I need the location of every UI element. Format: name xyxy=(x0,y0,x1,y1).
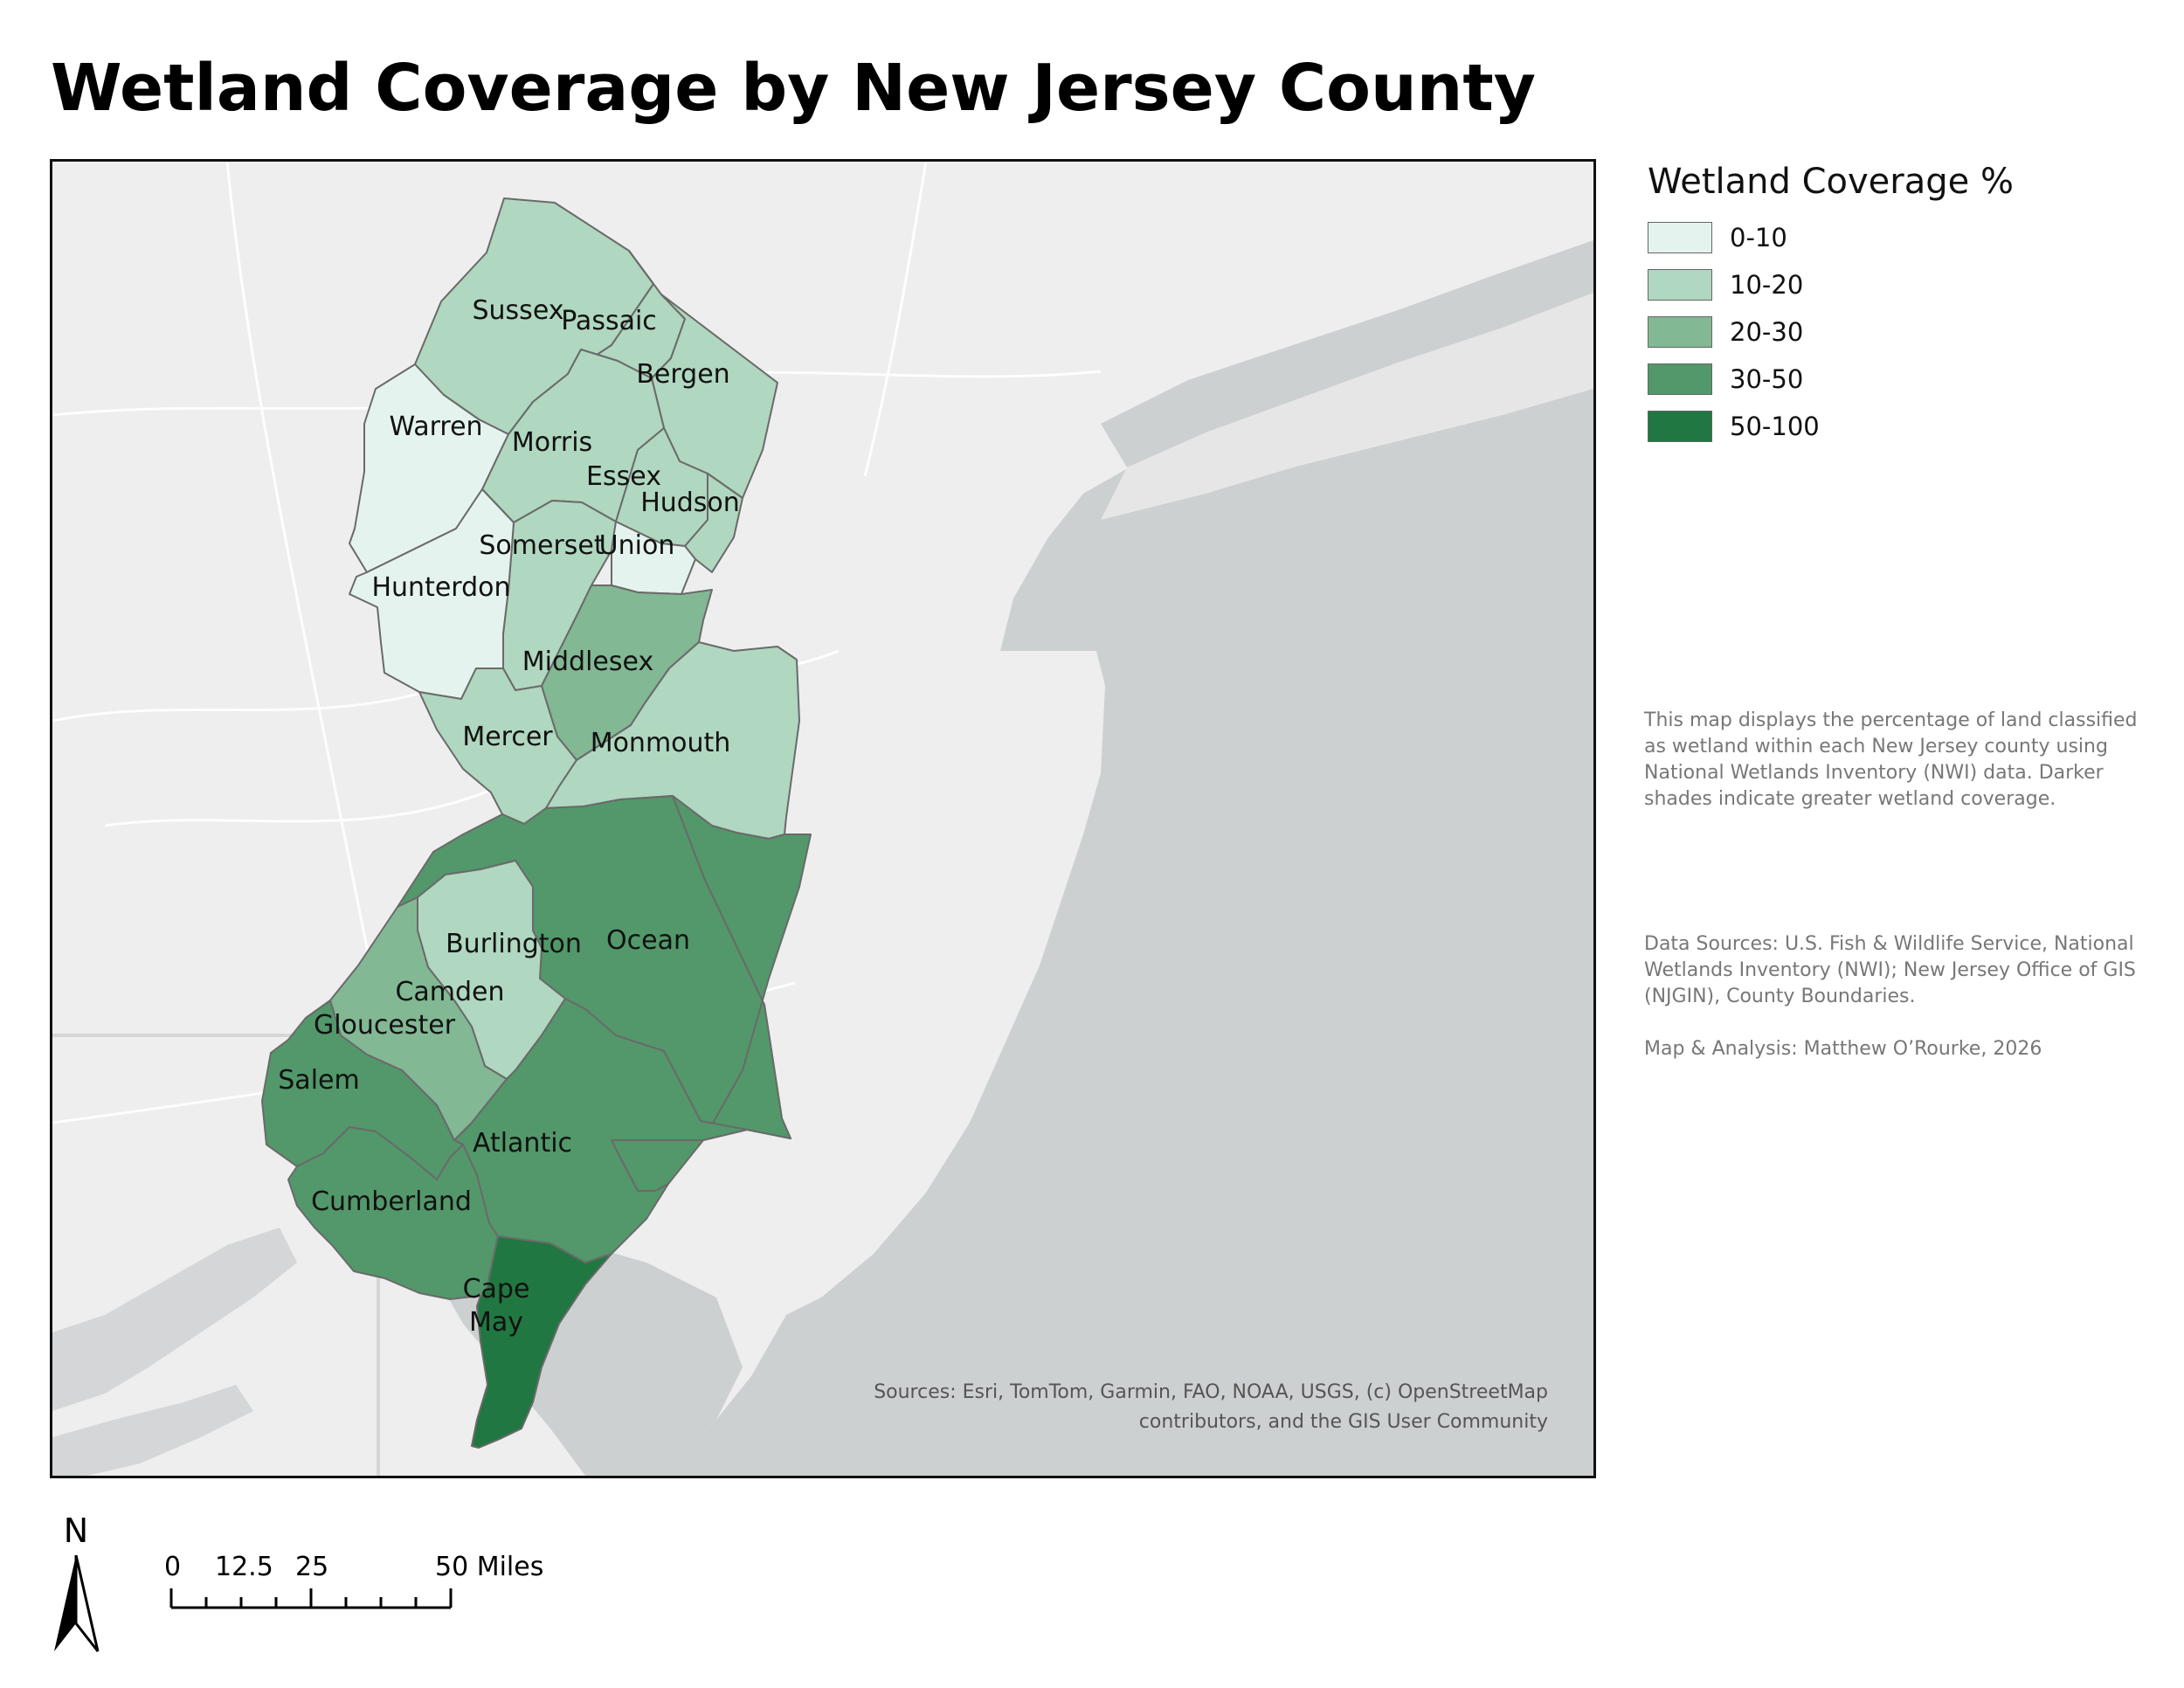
legend-item: 50-100 xyxy=(1648,403,2014,450)
county-label-salem: Salem xyxy=(278,1065,359,1096)
map-description: This map displays the percentage of land… xyxy=(1644,709,2138,810)
scale-bar-ticks xyxy=(169,1588,453,1609)
scale-bar: 0 12.5 25 50 Miles xyxy=(157,1552,568,1613)
county-label-sussex: Sussex xyxy=(473,295,564,326)
north-label: N xyxy=(63,1512,89,1550)
county-label-warren: Warren xyxy=(389,412,482,442)
legend-item: 0-10 xyxy=(1648,214,2014,261)
legend-label: 0-10 xyxy=(1730,223,1787,253)
county-label-cumberland: Cumberland xyxy=(311,1186,472,1217)
county-label-union: Union xyxy=(599,530,675,561)
county-label-atlantic: Atlantic xyxy=(473,1128,572,1159)
county-label-camden: Camden xyxy=(395,977,504,1007)
scale-label-12-5: 12.5 xyxy=(215,1552,273,1582)
county-label-bergen: Bergen xyxy=(636,359,729,390)
county-label-gloucester: Gloucester xyxy=(314,1010,456,1041)
county-layer xyxy=(261,197,812,1449)
author-credit: Map & Analysis: Matthew O’Rourke, 2026 xyxy=(1644,1038,2042,1060)
legend-label: 30-50 xyxy=(1730,364,1804,394)
county-label-hudson: Hudson xyxy=(640,488,740,518)
ocean-water xyxy=(664,284,1593,1476)
attribution-line-1: Sources: Esri, TomTom, Garmin, FAO, NOAA… xyxy=(874,1381,1548,1403)
legend-item: 30-50 xyxy=(1648,356,2014,403)
county-label-somerset: Somerset xyxy=(479,530,604,561)
legend-swatch xyxy=(1648,411,1712,442)
county-hudson[interactable] xyxy=(684,473,743,573)
county-label-ocean: Ocean xyxy=(606,925,690,956)
page-title: Wetland Coverage by New Jersey County xyxy=(51,51,1536,126)
legend-swatch xyxy=(1648,363,1712,395)
county-label-monmouth: Monmouth xyxy=(591,728,731,758)
data-sources: Data Sources: U.S. Fish & Wildlife Servi… xyxy=(1644,933,2136,1007)
county-atlantic[interactable] xyxy=(453,998,748,1263)
county-label-layer: Sussex Passaic Bergen Warren Morris Esse… xyxy=(278,295,740,1338)
legend-swatch xyxy=(1648,222,1712,253)
county-label-essex: Essex xyxy=(586,461,661,492)
county-label-middlesex: Middlesex xyxy=(522,647,653,677)
scale-label-0: 0 xyxy=(164,1552,182,1582)
map-attribution: Sources: Esri, TomTom, Garmin, FAO, NOAA… xyxy=(874,1378,1548,1437)
map-canvas[interactable]: Sussex Passaic Bergen Warren Morris Esse… xyxy=(52,162,1593,1476)
chesapeake-water-lower xyxy=(52,1385,253,1476)
map-frame[interactable]: Sussex Passaic Bergen Warren Morris Esse… xyxy=(50,159,1596,1478)
scale-label-50-miles: 50 Miles xyxy=(435,1552,544,1582)
county-cumberland[interactable] xyxy=(287,1126,499,1300)
long-island-sound-water xyxy=(1101,240,1593,467)
county-cape-may[interactable] xyxy=(471,1235,612,1449)
county-label-cape-may: Cape May xyxy=(463,1274,530,1338)
north-arrow-icon xyxy=(54,1555,100,1652)
chesapeake-water xyxy=(52,1228,297,1411)
scale-label-25: 25 xyxy=(295,1552,329,1582)
legend-swatch xyxy=(1648,316,1712,348)
county-label-morris: Morris xyxy=(512,427,592,458)
long-island-land xyxy=(1101,293,1593,520)
legend-item: 20-30 xyxy=(1648,308,2014,356)
legend-title: Wetland Coverage % xyxy=(1648,162,2014,202)
legend-swatch xyxy=(1648,269,1712,301)
legend: Wetland Coverage % 0-10 10-20 20-30 30-5… xyxy=(1648,162,2014,450)
legend-label: 50-100 xyxy=(1730,412,1820,441)
legend-label: 10-20 xyxy=(1730,270,1804,300)
legend-item: 10-20 xyxy=(1648,261,2014,308)
county-label-mercer: Mercer xyxy=(462,722,553,752)
county-label-passaic: Passaic xyxy=(561,306,657,336)
north-arrow: N xyxy=(45,1512,115,1652)
county-label-burlington: Burlington xyxy=(446,929,582,959)
legend-label: 20-30 xyxy=(1730,317,1804,347)
county-label-hunterdon: Hunterdon xyxy=(371,572,510,603)
attribution-line-2: contributors, and the GIS User Community xyxy=(1138,1411,1548,1433)
